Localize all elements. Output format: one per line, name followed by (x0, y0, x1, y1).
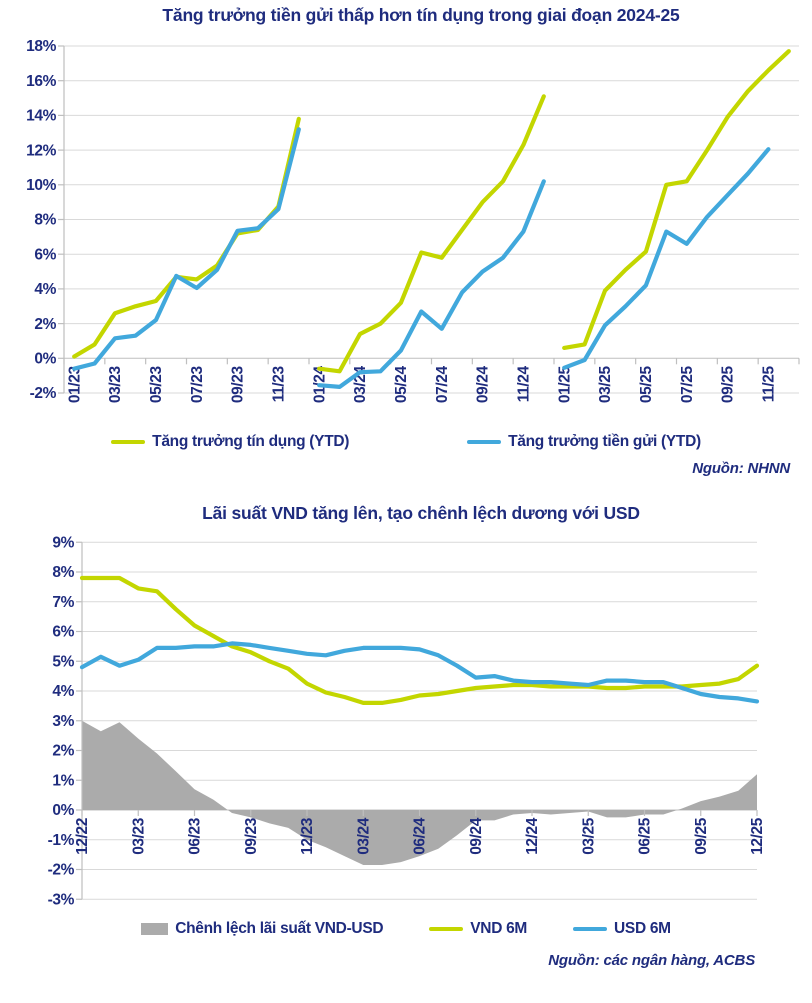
vnd-usd-spread-area (82, 720, 757, 865)
vnd-usd-interest-rates-axes: 9% 8% 7% 6% 5% 4% 3% 2% 1% 0% -1% -2% -3% (48, 534, 758, 908)
y-axis-label: 8% (34, 212, 56, 229)
x-axis-label: 01/25 (556, 366, 573, 404)
credit-growth-line-seg0 (72, 116, 301, 359)
x-axis-label: 07/23 (189, 366, 206, 404)
legend-item-usd6m: USD 6M (573, 920, 671, 938)
x-axis-label: 07/24 (434, 366, 451, 404)
x-axis-label: 03/25 (597, 366, 614, 404)
x-axis-label: 12/25 (749, 817, 766, 855)
x-axis-label: 12/22 (74, 818, 91, 855)
deposit-growth-line-seg2 (562, 147, 771, 370)
legend-label-credit: Tăng trưởng tín dụng (YTD) (152, 433, 350, 450)
deposit-line-swatch (467, 439, 502, 445)
vnd6m-line-swatch (429, 926, 464, 932)
y-axis-label: 2% (52, 743, 74, 760)
y-axis-label: 18% (26, 38, 56, 55)
x-axis-label: 11/25 (761, 366, 778, 403)
x-axis-label: 07/25 (679, 366, 696, 404)
x-axis-label: 12/24 (524, 817, 541, 855)
x-axis-label: 03/23 (130, 817, 147, 855)
spread-area-swatch (141, 923, 169, 935)
x-axis-label: 03/25 (580, 817, 597, 855)
x-axis-label: 03/23 (107, 366, 124, 404)
chart2-title: Lãi suất VND tăng lên, tạo chênh lệch dư… (202, 503, 640, 523)
x-axis-label: 06/23 (187, 817, 204, 855)
y-axis-label: 6% (52, 624, 74, 641)
x-axis-label: 06/25 (637, 817, 654, 855)
y-axis-label: -1% (48, 832, 75, 849)
credit-growth-line-seg1 (317, 94, 546, 374)
x-axis-label: 09/23 (230, 366, 247, 404)
usd-6m-line (79, 641, 760, 704)
chart1-legend: Tăng trưởng tín dụng (YTD) Tăng trưởng t… (0, 433, 812, 451)
y-axis-label: -2% (48, 862, 75, 879)
y-axis-label: -2% (30, 385, 57, 402)
legend-item-spread: Chênh lệch lãi suất VND-USD (141, 920, 384, 938)
chart2-legend: Chênh lệch lãi suất VND-USD VND 6M USD 6… (0, 920, 812, 938)
legend-item-deposit: Tăng trưởng tiền gửi (YTD) (467, 433, 701, 451)
chart2-source: Nguồn: các ngân hàng, ACBS (548, 952, 755, 969)
legend-label-deposit: Tăng trưởng tiền gửi (YTD) (508, 433, 701, 450)
y-axis-label: 4% (52, 683, 74, 700)
legend-label-usd6m: USD 6M (614, 920, 671, 937)
credit-growth-line-seg2 (562, 49, 791, 350)
y-axis-label: 3% (52, 713, 74, 730)
x-axis-label: 03/24 (355, 817, 372, 855)
x-axis-label: 09/24 (475, 366, 492, 404)
deposit-growth-line-seg1 (317, 179, 546, 389)
x-axis-label: 11/24 (516, 366, 533, 403)
legend-item-vnd6m: VND 6M (429, 920, 527, 938)
x-axis-label: 12/23 (299, 817, 316, 855)
y-axis-label: 0% (34, 351, 56, 368)
x-axis-label: 05/23 (148, 366, 165, 404)
y-axis-label: 10% (26, 177, 56, 194)
x-axis-label: 09/25 (693, 817, 710, 855)
x-axis-label: 05/25 (638, 366, 655, 404)
x-axis-label: 05/24 (393, 366, 410, 404)
y-axis-label: 4% (34, 281, 56, 298)
usd6m-line-swatch (573, 926, 608, 932)
x-axis-label: 06/24 (412, 817, 429, 855)
x-axis-label: 01/23 (66, 366, 83, 404)
y-axis-label: 9% (52, 534, 74, 551)
legend-label-spread: Chênh lệch lãi suất VND-USD (175, 920, 384, 937)
deposit-growth-line-seg0 (72, 127, 301, 371)
y-axis-label: -3% (48, 891, 75, 908)
credit-line-swatch (111, 439, 146, 445)
legend-item-credit: Tăng trưởng tín dụng (YTD) (111, 433, 349, 451)
vnd-6m-line (79, 575, 760, 705)
chart1-source: Nguồn: NHNN (692, 460, 790, 477)
chart1-title: Tăng trưởng tiền gửi thấp hơn tín dụng t… (162, 5, 680, 25)
y-axis-label: 1% (52, 772, 74, 789)
x-axis-label: 09/23 (243, 817, 260, 855)
legend-label-vnd6m: VND 6M (470, 920, 528, 937)
credit-vs-deposit-growth-axes: 18% 16% 14% 12% 10% 8% 6% 4% 2% 0% -2% (26, 38, 800, 402)
y-axis-label: 8% (52, 564, 74, 581)
y-axis-label: 0% (52, 802, 74, 819)
y-axis-label: 7% (52, 594, 74, 611)
y-axis-label: 6% (34, 246, 56, 263)
credit-vs-deposit-growth-grid (64, 45, 799, 394)
x-axis-label: 11/23 (271, 366, 288, 403)
y-axis-label: 14% (26, 108, 56, 125)
y-axis-label: 5% (52, 653, 74, 670)
x-axis-label: 09/24 (468, 817, 485, 855)
y-axis-label: 12% (26, 142, 56, 159)
y-axis-label: 16% (26, 73, 56, 90)
y-axis-label: 2% (34, 316, 56, 333)
vnd-usd-interest-rates-grid (82, 541, 757, 900)
x-axis-label: 09/25 (720, 366, 737, 404)
